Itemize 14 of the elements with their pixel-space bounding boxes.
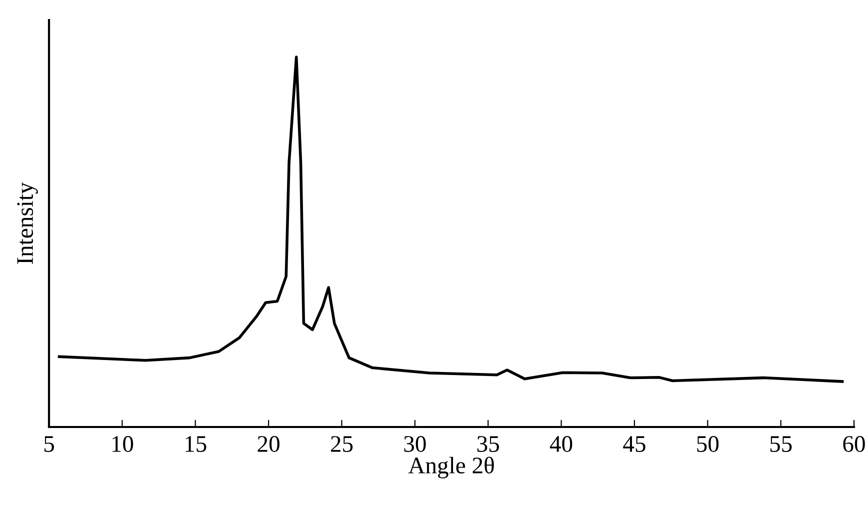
x-tick-label: 5 [44, 436, 54, 452]
x-tick-label: 30 [404, 436, 426, 452]
x-tick-label: 10 [112, 436, 134, 452]
x-tick-label: 35 [477, 436, 499, 452]
x-axis-title: Angle 2θ [408, 456, 494, 478]
x-tick-label: 45 [623, 436, 646, 452]
x-tick-label: 40 [550, 436, 572, 452]
x-tick-label: 15 [186, 436, 206, 452]
y-axis-title: Intensity [17, 182, 38, 264]
x-tick-label: 20 [258, 436, 280, 452]
x-tick-label: 60 [843, 436, 865, 452]
x-tick-label: 50 [697, 436, 719, 452]
x-tick-label: 55 [770, 436, 792, 452]
x-tick-label: 25 [330, 436, 353, 452]
